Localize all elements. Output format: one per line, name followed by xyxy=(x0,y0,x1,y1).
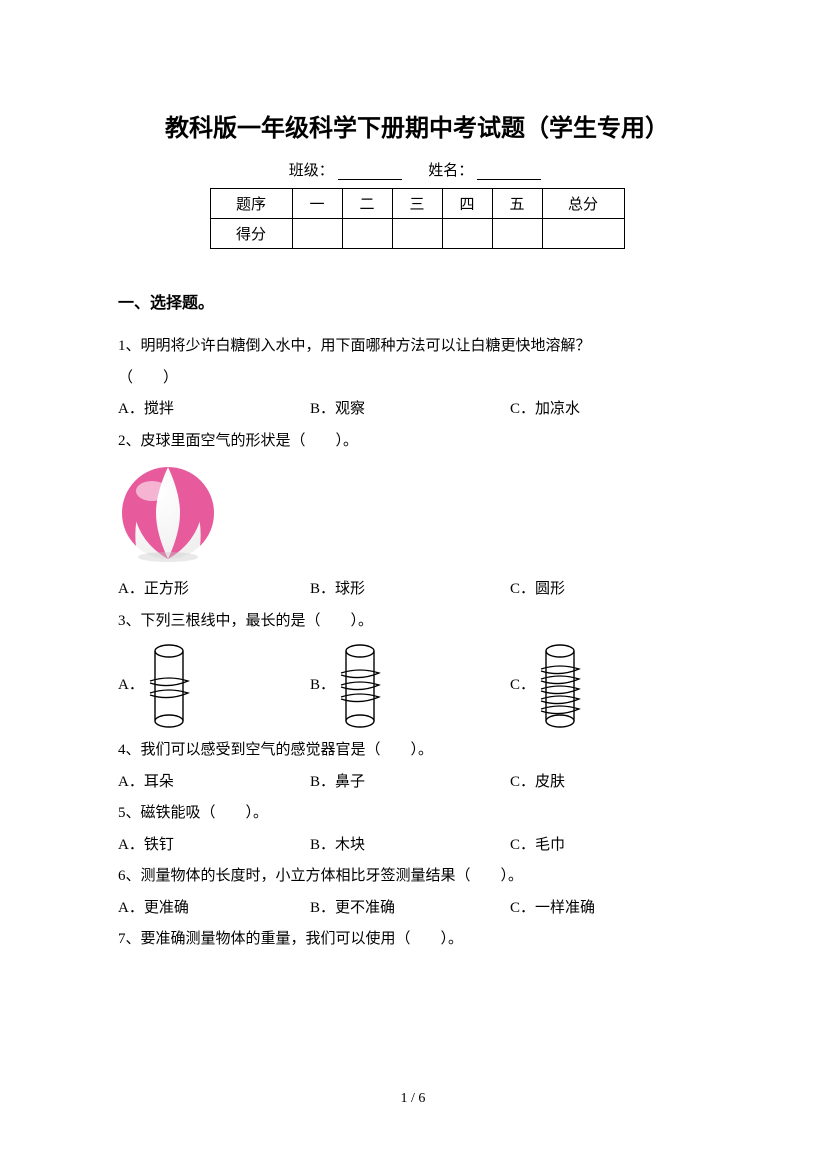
table-row: 得分 xyxy=(210,219,624,249)
cylinder-b-icon xyxy=(335,643,385,729)
th-3: 三 xyxy=(392,189,442,219)
cylinder-a-icon xyxy=(144,643,194,729)
q6-opt-c[interactable]: C．一样准确 xyxy=(510,893,670,925)
q2-options: A．正方形 B．球形 C．圆形 xyxy=(118,574,716,606)
q4-opt-a[interactable]: A．耳朵 xyxy=(118,767,310,799)
th-4: 四 xyxy=(442,189,492,219)
page-title: 教科版一年级科学下册期中考试题（学生专用） xyxy=(118,108,716,143)
q5-opt-a[interactable]: A．铁钉 xyxy=(118,830,310,862)
score-table: 题序 一 二 三 四 五 总分 得分 xyxy=(210,188,625,249)
q3-label-b: B． xyxy=(310,670,335,702)
td-score-3[interactable] xyxy=(392,219,442,249)
class-label: 班级： xyxy=(289,163,334,179)
q5-opt-b[interactable]: B．木块 xyxy=(310,830,510,862)
q3-label-c: C． xyxy=(510,670,535,702)
q1-paren: （ ） xyxy=(118,363,716,395)
q1-opt-b[interactable]: B．观察 xyxy=(310,394,510,426)
cylinder-c-icon xyxy=(535,643,585,729)
page-number: 1 / 6 xyxy=(0,1091,826,1107)
q6-options: A．更准确 B．更不准确 C．一样准确 xyxy=(118,893,716,925)
student-info-line: 班级： 姓名： xyxy=(118,159,716,180)
td-score-2[interactable] xyxy=(342,219,392,249)
td-score-4[interactable] xyxy=(442,219,492,249)
q4-text: 4、我们可以感受到空气的感觉器官是（ ）。 xyxy=(118,735,716,767)
class-blank[interactable] xyxy=(338,165,402,180)
q3-slot-a[interactable]: A． xyxy=(118,643,310,729)
name-label: 姓名： xyxy=(428,163,473,179)
td-score-5[interactable] xyxy=(492,219,542,249)
q2-ball-image xyxy=(118,463,716,568)
th-seq: 题序 xyxy=(210,189,292,219)
q7-text: 7、要准确测量物体的重量，我们可以使用（ ）。 xyxy=(118,924,716,956)
name-blank[interactable] xyxy=(477,165,541,180)
th-1: 一 xyxy=(292,189,342,219)
q2-opt-a[interactable]: A．正方形 xyxy=(118,574,310,606)
th-2: 二 xyxy=(342,189,392,219)
q5-options: A．铁钉 B．木块 C．毛巾 xyxy=(118,830,716,862)
q2-opt-c[interactable]: C．圆形 xyxy=(510,574,670,606)
q4-opt-c[interactable]: C．皮肤 xyxy=(510,767,670,799)
q1-opt-c[interactable]: C．加凉水 xyxy=(510,394,670,426)
q3-slot-b[interactable]: B． xyxy=(310,643,510,729)
q5-opt-c[interactable]: C．毛巾 xyxy=(510,830,670,862)
q6-text: 6、测量物体的长度时，小立方体相比牙签测量结果（ ）。 xyxy=(118,861,716,893)
td-score-1[interactable] xyxy=(292,219,342,249)
q1-text: 1、明明将少许白糖倒入水中，用下面哪种方法可以让白糖更快地溶解？ xyxy=(118,331,716,363)
td-score-total[interactable] xyxy=(542,219,624,249)
q3-image-row: A． B． C． xyxy=(118,643,716,729)
th-total: 总分 xyxy=(542,189,624,219)
q5-text: 5、磁铁能吸（ ）。 xyxy=(118,798,716,830)
q3-slot-c[interactable]: C． xyxy=(510,643,670,729)
q2-opt-b[interactable]: B．球形 xyxy=(310,574,510,606)
q4-opt-b[interactable]: B．鼻子 xyxy=(310,767,510,799)
q3-text: 3、下列三根线中，最长的是（ ）。 xyxy=(118,606,716,638)
q1-options: A．搅拌 B．观察 C．加凉水 xyxy=(118,394,716,426)
q1-opt-a[interactable]: A．搅拌 xyxy=(118,394,310,426)
table-row: 题序 一 二 三 四 五 总分 xyxy=(210,189,624,219)
q6-opt-b[interactable]: B．更不准确 xyxy=(310,893,510,925)
q4-options: A．耳朵 B．鼻子 C．皮肤 xyxy=(118,767,716,799)
th-5: 五 xyxy=(492,189,542,219)
section-1-title: 一、选择题。 xyxy=(118,289,716,313)
q2-text: 2、皮球里面空气的形状是（ ）。 xyxy=(118,426,716,458)
td-score-label: 得分 xyxy=(210,219,292,249)
q3-label-a: A． xyxy=(118,670,144,702)
q6-opt-a[interactable]: A．更准确 xyxy=(118,893,310,925)
